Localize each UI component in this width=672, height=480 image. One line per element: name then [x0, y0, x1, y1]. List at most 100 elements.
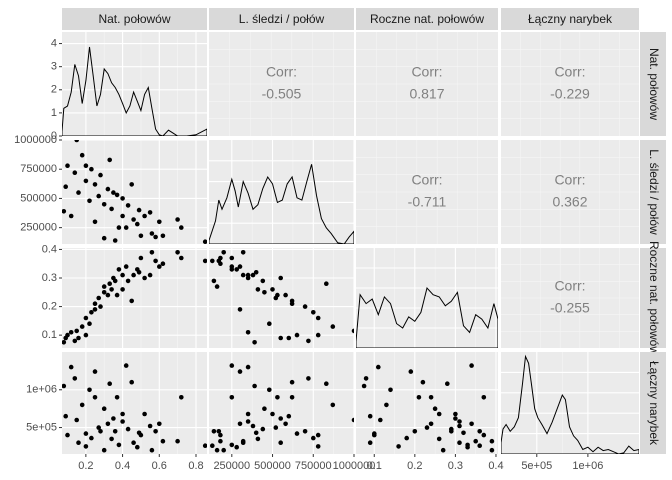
scatter-point	[65, 332, 70, 338]
scatter-point	[76, 335, 81, 341]
scatter-point	[62, 209, 67, 214]
scatter-point	[275, 292, 280, 298]
corr-label: Corr:	[411, 64, 442, 80]
scatter-point	[255, 436, 261, 442]
row-strip	[640, 140, 666, 244]
scatter-point	[240, 438, 246, 444]
scatter-point	[214, 284, 220, 289]
scatter-point	[436, 411, 442, 417]
scatter-point	[83, 332, 89, 338]
scatter-point	[270, 411, 275, 417]
scatter-point	[101, 290, 107, 295]
scatter-point	[351, 328, 354, 334]
x-tick-label: 5e+05	[521, 460, 552, 472]
scatter-point	[92, 301, 98, 307]
row-strip-label: Roczne nat. połowów	[647, 241, 661, 355]
panel-background	[209, 248, 354, 348]
scatter-point	[289, 298, 295, 304]
scatter-point	[175, 250, 180, 255]
scatter-point	[229, 395, 235, 400]
scatter-point	[477, 429, 483, 434]
scatter-point	[477, 443, 483, 449]
x-tick-label: 0.1	[367, 460, 382, 472]
scatter-point	[250, 272, 256, 278]
scatter-point	[62, 383, 67, 389]
scatter-point	[131, 440, 136, 446]
scatter-point	[202, 258, 207, 264]
scatter-point	[306, 376, 311, 381]
scatter-point	[449, 426, 454, 432]
row-strip	[640, 32, 666, 136]
x-tick-label: 0.4	[488, 460, 503, 472]
scatter-point	[416, 395, 422, 400]
scatter-point	[432, 406, 438, 412]
scatter-point	[74, 328, 79, 334]
scatter-point	[109, 206, 114, 212]
scatter-point	[315, 432, 321, 438]
corr-label: Corr:	[554, 278, 585, 294]
scatter-point	[116, 442, 122, 448]
scatter-point	[98, 304, 103, 309]
x-tick-label: 0.6	[152, 460, 167, 472]
scatter-point	[404, 435, 410, 441]
scatter-point	[79, 324, 85, 329]
scatter-point	[68, 364, 74, 370]
scatter-point	[147, 210, 153, 215]
scatter-point	[289, 395, 295, 400]
scatter-point	[135, 221, 140, 227]
scatter-point	[237, 264, 243, 269]
scatter-point	[74, 417, 79, 423]
scatter-point	[105, 292, 111, 298]
scatter-point	[229, 264, 235, 269]
density-curve	[209, 164, 354, 244]
scatter-point	[138, 432, 144, 438]
x-tick-label: 0.8	[188, 460, 203, 472]
scatter-point	[135, 444, 140, 450]
scatter-point	[283, 292, 288, 298]
scatter-point	[245, 411, 251, 417]
y-tick-label: 3	[51, 61, 57, 73]
x-tick-label: 0.3	[448, 460, 463, 472]
row-strip	[640, 352, 666, 454]
scatter-point	[255, 287, 261, 292]
scatter-point	[98, 429, 103, 434]
scatter-point	[129, 298, 134, 304]
scatter-point	[469, 421, 474, 427]
scatter-point	[315, 315, 321, 321]
scatter-point	[160, 233, 166, 239]
y-tick-label: 250000	[20, 222, 57, 234]
scatter-point	[89, 310, 94, 315]
scatter-point	[101, 284, 107, 289]
scatter-point	[461, 430, 466, 436]
scatter-point	[87, 321, 92, 327]
scatter-point	[234, 267, 239, 272]
scatter-point	[361, 383, 367, 389]
scatter-point	[234, 444, 239, 450]
scatter-point	[72, 170, 78, 175]
scatter-point	[76, 440, 81, 446]
column-strip	[356, 8, 498, 30]
column-strip-label: Łączny narybek	[528, 12, 613, 26]
scatter-point	[363, 376, 369, 381]
scatter-point	[253, 270, 259, 275]
scatter-point	[267, 321, 272, 327]
scatter-point	[125, 203, 131, 208]
scatter-point	[465, 444, 470, 450]
panel-background	[62, 248, 207, 348]
scatter-point	[330, 324, 336, 329]
y-tick-label: 0.2	[42, 300, 57, 312]
scatter-point	[72, 338, 78, 344]
corr-label: Corr:	[411, 172, 442, 188]
scatter-point	[424, 425, 430, 430]
x-tick-label: 500000	[254, 460, 291, 472]
scatter-point	[267, 387, 272, 393]
scatter-point	[453, 411, 458, 417]
x-tick-label: 1e+06	[572, 460, 603, 472]
scatter-point	[469, 363, 474, 368]
y-tick-label: 0.1	[42, 329, 57, 341]
scatter-point	[210, 443, 215, 449]
scatter-point	[79, 402, 85, 408]
scatter-point	[105, 421, 111, 427]
scatter-point	[278, 416, 284, 421]
scatter-point	[481, 432, 487, 438]
